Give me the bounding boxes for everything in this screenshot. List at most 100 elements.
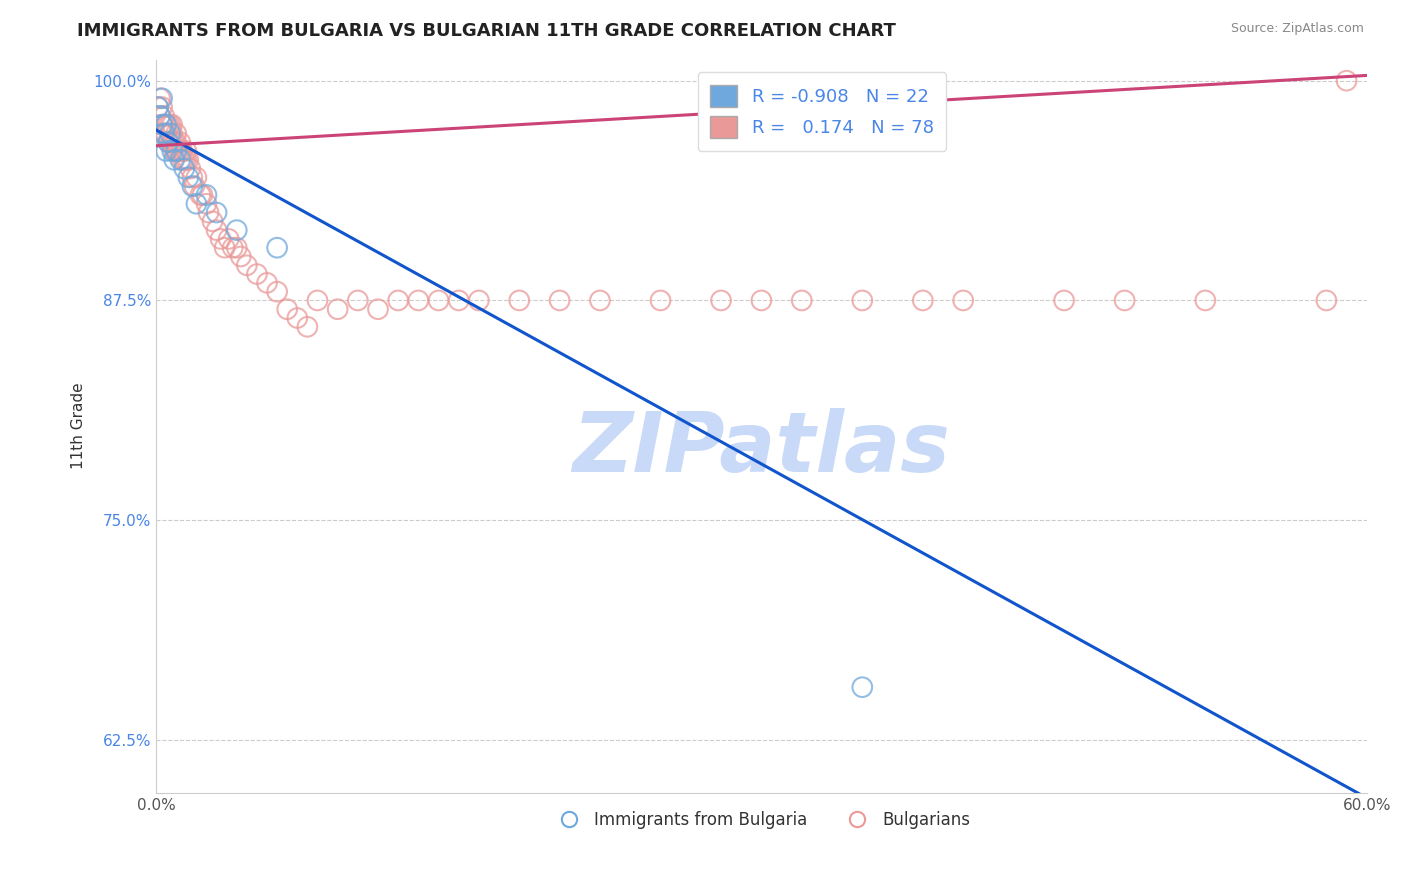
Point bbox=[172, 153, 194, 167]
Point bbox=[952, 293, 974, 308]
Point bbox=[1053, 293, 1076, 308]
Point bbox=[165, 127, 187, 141]
Point bbox=[266, 241, 288, 255]
Point bbox=[169, 153, 191, 167]
Point bbox=[276, 302, 298, 317]
Point bbox=[911, 293, 934, 308]
Point bbox=[165, 144, 187, 158]
Point bbox=[650, 293, 672, 308]
Point bbox=[790, 293, 813, 308]
Point bbox=[150, 118, 173, 132]
Point bbox=[155, 118, 177, 132]
Point bbox=[163, 135, 186, 149]
Point bbox=[155, 144, 177, 158]
Point bbox=[153, 109, 176, 123]
Point bbox=[347, 293, 370, 308]
Point bbox=[150, 100, 173, 114]
Point bbox=[159, 135, 181, 149]
Point bbox=[225, 223, 247, 237]
Point bbox=[285, 311, 308, 326]
Point bbox=[173, 153, 195, 167]
Point bbox=[149, 109, 172, 123]
Point bbox=[181, 170, 204, 185]
Point bbox=[177, 153, 200, 167]
Point bbox=[173, 161, 195, 176]
Point bbox=[387, 293, 409, 308]
Point bbox=[160, 118, 183, 132]
Point bbox=[157, 118, 180, 132]
Point bbox=[225, 241, 247, 255]
Text: IMMIGRANTS FROM BULGARIA VS BULGARIAN 11TH GRADE CORRELATION CHART: IMMIGRANTS FROM BULGARIA VS BULGARIAN 11… bbox=[77, 22, 896, 40]
Point bbox=[150, 127, 173, 141]
Point bbox=[201, 214, 224, 228]
Point bbox=[183, 179, 205, 194]
Point bbox=[181, 179, 204, 194]
Point bbox=[447, 293, 470, 308]
Point bbox=[297, 319, 319, 334]
Point bbox=[172, 144, 194, 158]
Point bbox=[153, 127, 176, 141]
Point bbox=[163, 144, 186, 158]
Point bbox=[214, 241, 236, 255]
Point bbox=[176, 153, 198, 167]
Point bbox=[256, 276, 278, 290]
Point bbox=[851, 680, 873, 694]
Point bbox=[218, 232, 240, 246]
Point bbox=[190, 188, 212, 202]
Point bbox=[236, 258, 259, 272]
Point bbox=[179, 161, 201, 176]
Point bbox=[155, 127, 177, 141]
Point bbox=[150, 118, 173, 132]
Point bbox=[165, 135, 187, 149]
Point bbox=[177, 170, 200, 185]
Point bbox=[408, 293, 430, 308]
Point bbox=[1315, 293, 1337, 308]
Point bbox=[548, 293, 571, 308]
Point bbox=[427, 293, 450, 308]
Point bbox=[169, 144, 191, 158]
Point bbox=[195, 188, 218, 202]
Point bbox=[155, 118, 177, 132]
Point bbox=[146, 100, 169, 114]
Point bbox=[169, 135, 191, 149]
Point bbox=[851, 293, 873, 308]
Point bbox=[160, 135, 183, 149]
Point bbox=[167, 144, 190, 158]
Y-axis label: 11th Grade: 11th Grade bbox=[72, 383, 86, 469]
Point bbox=[751, 293, 773, 308]
Point bbox=[165, 144, 187, 158]
Point bbox=[153, 118, 176, 132]
Point bbox=[367, 302, 389, 317]
Point bbox=[246, 267, 269, 281]
Point bbox=[468, 293, 491, 308]
Point bbox=[186, 170, 208, 185]
Point bbox=[229, 250, 252, 264]
Text: Source: ZipAtlas.com: Source: ZipAtlas.com bbox=[1230, 22, 1364, 36]
Point bbox=[1114, 293, 1136, 308]
Point bbox=[157, 135, 180, 149]
Point bbox=[205, 223, 228, 237]
Point bbox=[710, 293, 733, 308]
Point bbox=[1336, 73, 1358, 87]
Point bbox=[149, 109, 172, 123]
Point bbox=[195, 196, 218, 211]
Point bbox=[266, 285, 288, 299]
Point bbox=[150, 91, 173, 105]
Point bbox=[159, 127, 181, 141]
Point bbox=[163, 153, 186, 167]
Point bbox=[186, 196, 208, 211]
Point bbox=[191, 188, 214, 202]
Point bbox=[157, 135, 180, 149]
Point bbox=[160, 144, 183, 158]
Point bbox=[176, 144, 198, 158]
Point bbox=[209, 232, 232, 246]
Point bbox=[159, 118, 181, 132]
Point bbox=[149, 91, 172, 105]
Point bbox=[508, 293, 530, 308]
Point bbox=[146, 100, 169, 114]
Point bbox=[197, 205, 219, 219]
Point bbox=[205, 205, 228, 219]
Point bbox=[326, 302, 349, 317]
Point bbox=[307, 293, 329, 308]
Point bbox=[160, 127, 183, 141]
